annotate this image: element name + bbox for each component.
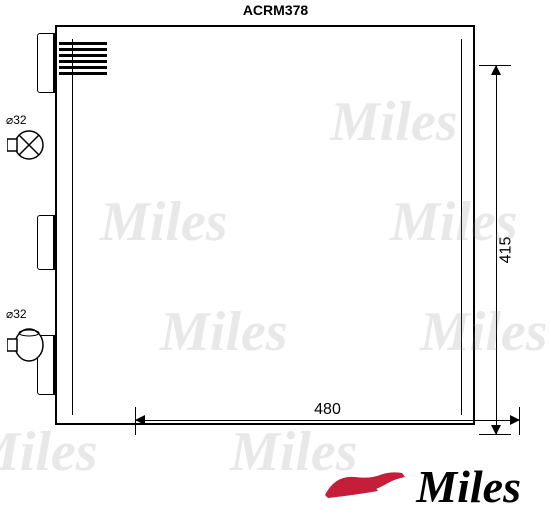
watermark: Miles bbox=[0, 420, 98, 484]
radiator-fins bbox=[59, 42, 107, 78]
dimension-height-value: 415 bbox=[497, 233, 515, 268]
brand-logo: Miles bbox=[320, 460, 521, 513]
part-number-label: ACRM378 bbox=[243, 2, 308, 18]
brand-name: Miles bbox=[416, 460, 521, 513]
radiator-core bbox=[72, 39, 462, 415]
inlet-port-top-icon bbox=[7, 125, 47, 165]
diameter-label-top: ⌀32 bbox=[6, 113, 27, 127]
radiator-diagram: 480 415 bbox=[55, 25, 475, 425]
inlet-port-bottom-icon bbox=[7, 325, 47, 365]
side-tank-upper bbox=[37, 33, 55, 93]
dimension-width-value: 480 bbox=[310, 401, 345, 419]
diameter-label-bottom: ⌀32 bbox=[6, 307, 27, 321]
greyhound-icon bbox=[320, 465, 410, 508]
dimension-width: 480 bbox=[135, 411, 520, 431]
dimension-height: 415 bbox=[487, 65, 507, 435]
radiator-outline bbox=[55, 25, 475, 425]
side-tank-middle bbox=[37, 215, 55, 270]
